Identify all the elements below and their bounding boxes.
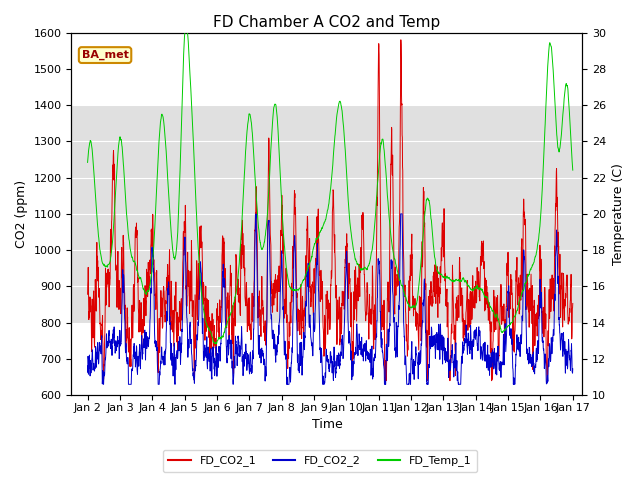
Title: FD Chamber A CO2 and Temp: FD Chamber A CO2 and Temp [213,15,440,30]
Y-axis label: Temperature (C): Temperature (C) [612,163,625,265]
Bar [72,105,582,323]
Text: BA_met: BA_met [82,50,129,60]
X-axis label: Time: Time [312,419,342,432]
Legend: FD_CO2_1, FD_CO2_2, FD_Temp_1: FD_CO2_1, FD_CO2_2, FD_Temp_1 [163,450,477,472]
Y-axis label: CO2 (ppm): CO2 (ppm) [15,180,28,248]
